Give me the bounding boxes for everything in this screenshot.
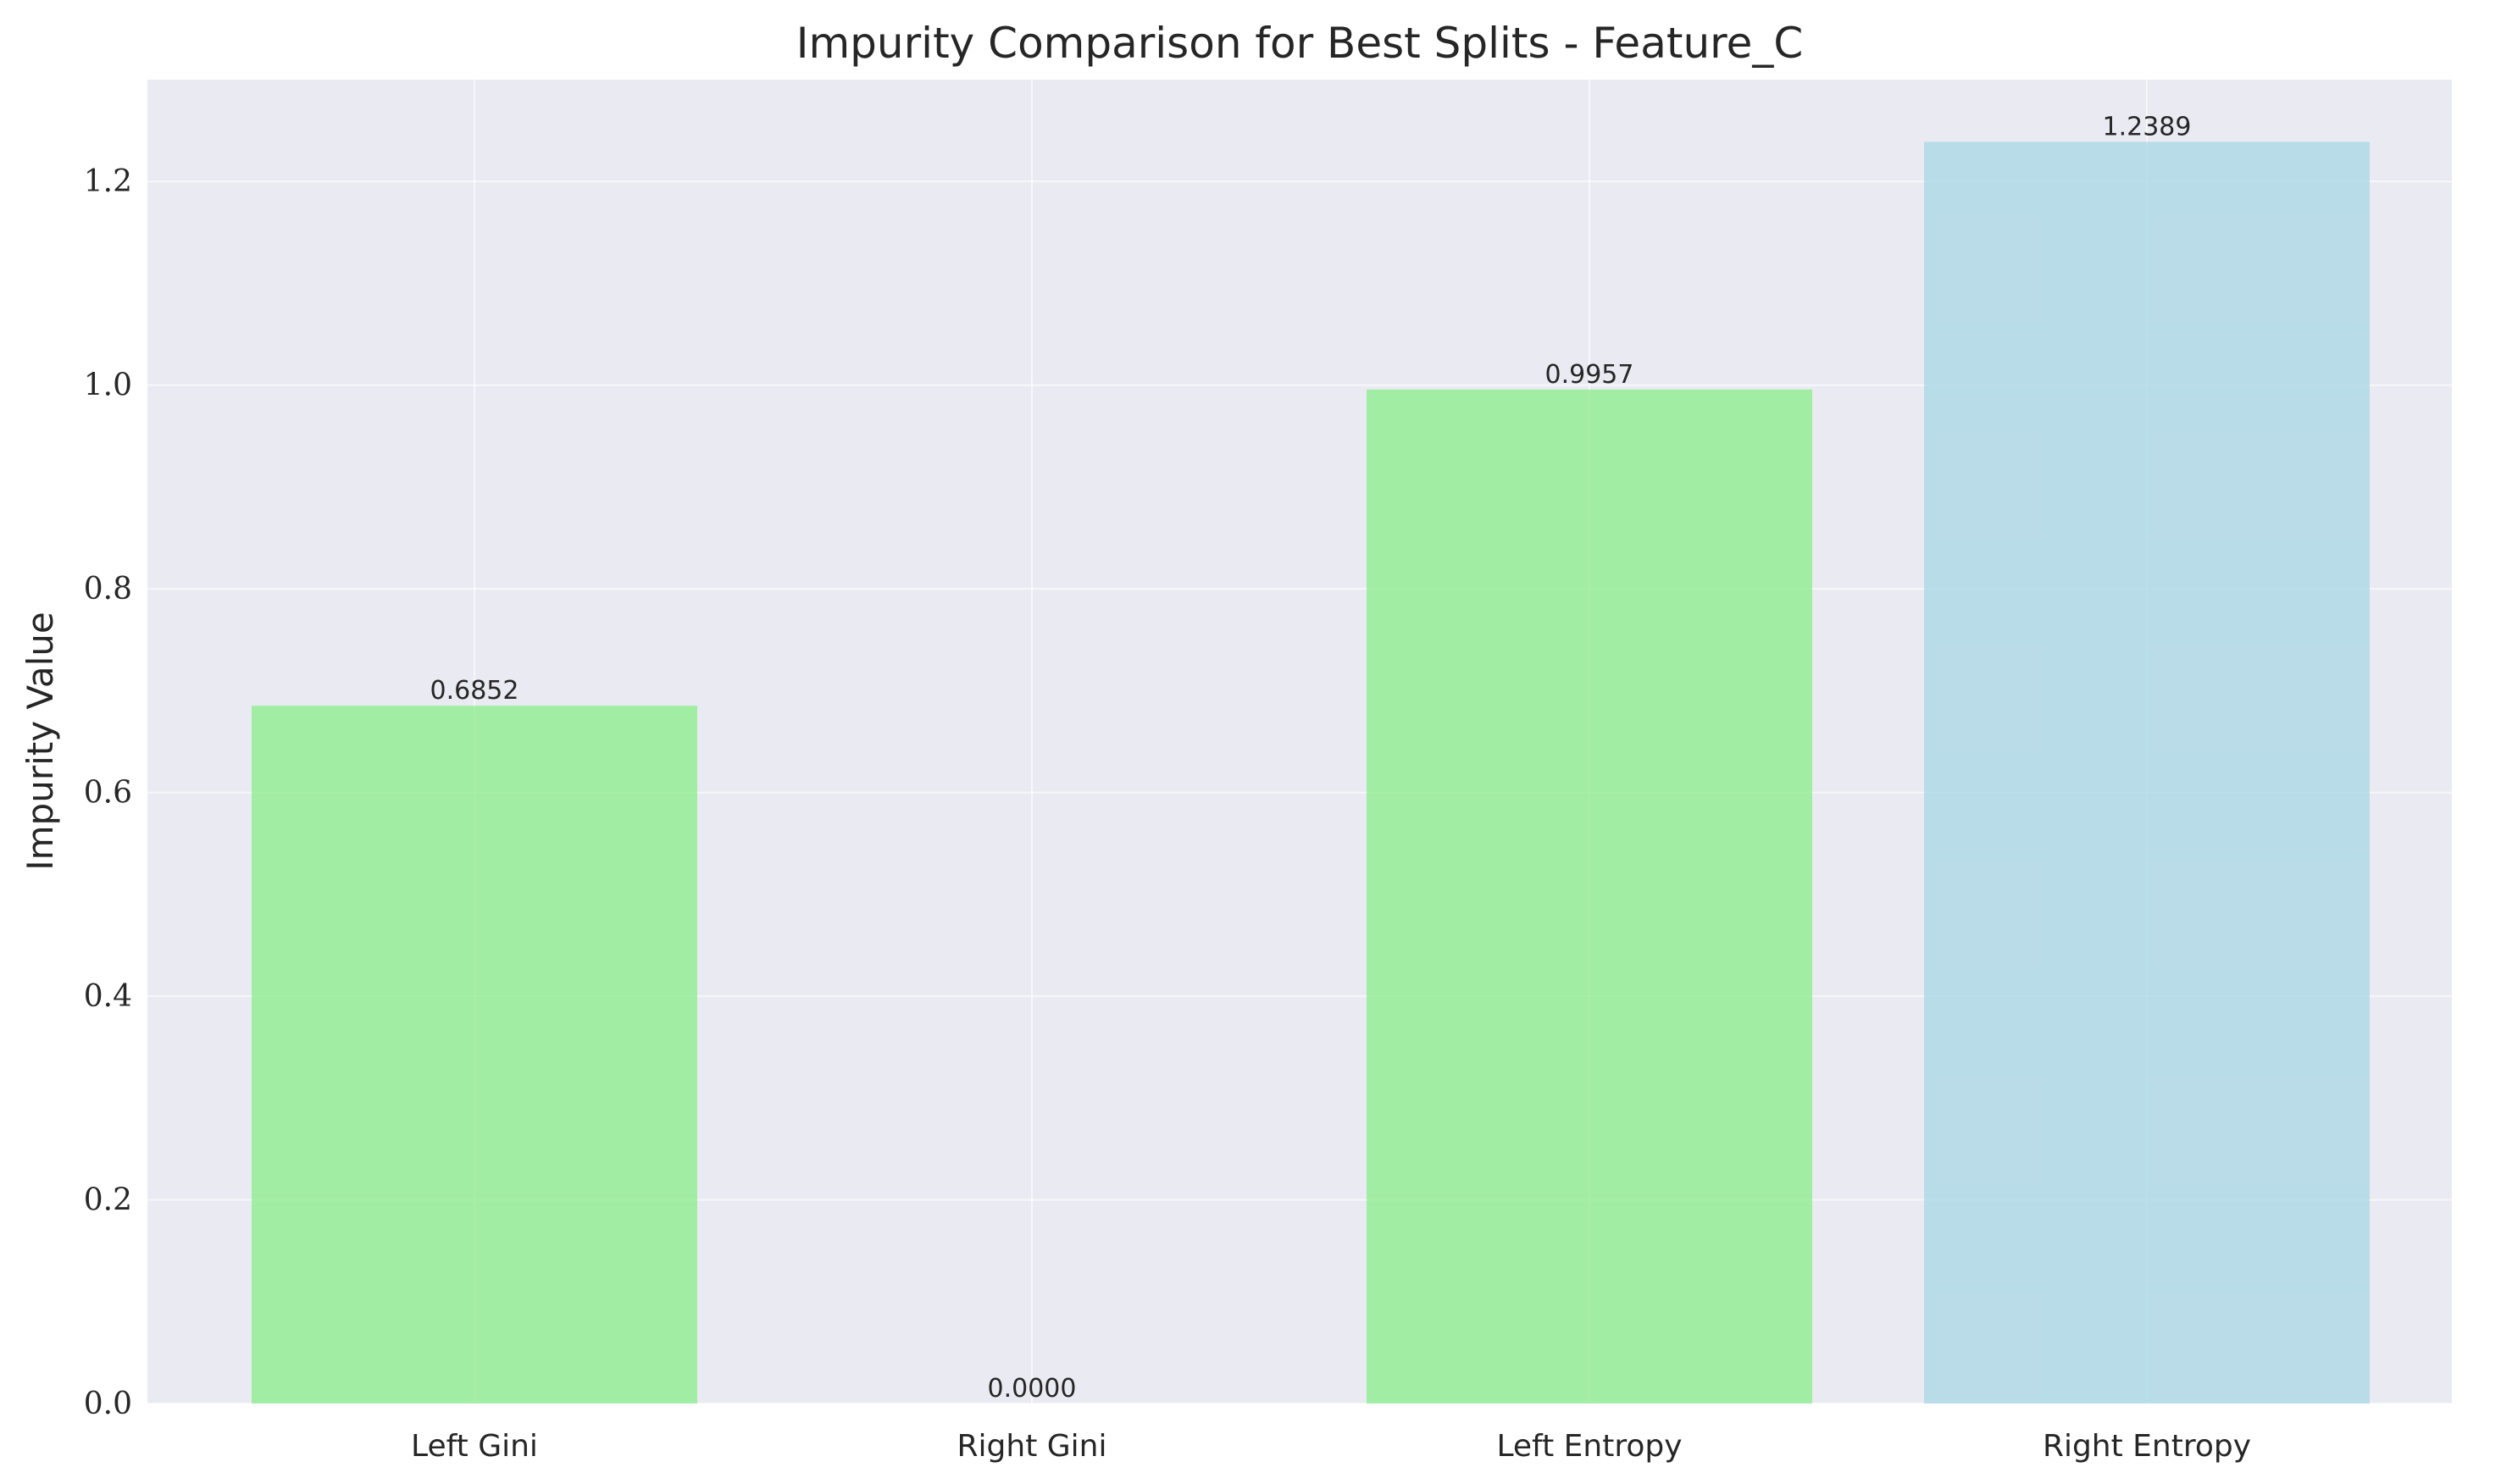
y-tick-label: 0.8: [84, 572, 132, 606]
x-tick-label: Left Entropy: [1496, 1429, 1682, 1464]
bar-left-gini: [252, 706, 697, 1404]
data-label: 0.9957: [1545, 360, 1634, 390]
data-label: 0.6852: [430, 676, 519, 706]
y-tick-label: 0.2: [84, 1183, 132, 1218]
y-tick-label: 0.4: [84, 979, 132, 1014]
data-label: 1.2389: [2103, 112, 2192, 141]
data-labels: 0.6852 0.0000 0.9957 1.2389: [430, 112, 2192, 1404]
x-tick-label: Right Gini: [957, 1429, 1107, 1464]
bars: [252, 141, 2370, 1404]
y-axis-label: Impurity Value: [19, 612, 61, 871]
y-tick-label: 0.0: [84, 1387, 132, 1421]
x-tick-label: Right Entropy: [2043, 1429, 2251, 1464]
data-label: 0.0000: [988, 1374, 1077, 1404]
x-tick-label: Left Gini: [411, 1429, 538, 1464]
y-tick-label: 1.0: [84, 368, 132, 403]
x-axis-ticks: Left Gini Right Gini Left Entropy Right Ent…: [411, 1429, 2251, 1464]
y-tick-label: 1.2: [84, 164, 132, 199]
y-axis-ticks: 0.0 0.2 0.4 0.6 0.8 1.0 1.2: [84, 164, 132, 1421]
y-tick-label: 0.6: [84, 776, 132, 811]
bar-right-entropy: [1924, 141, 2370, 1404]
chart-title: Impurity Comparison for Best Splits - Fe…: [796, 19, 1804, 68]
bar-left-entropy: [1367, 389, 1812, 1404]
